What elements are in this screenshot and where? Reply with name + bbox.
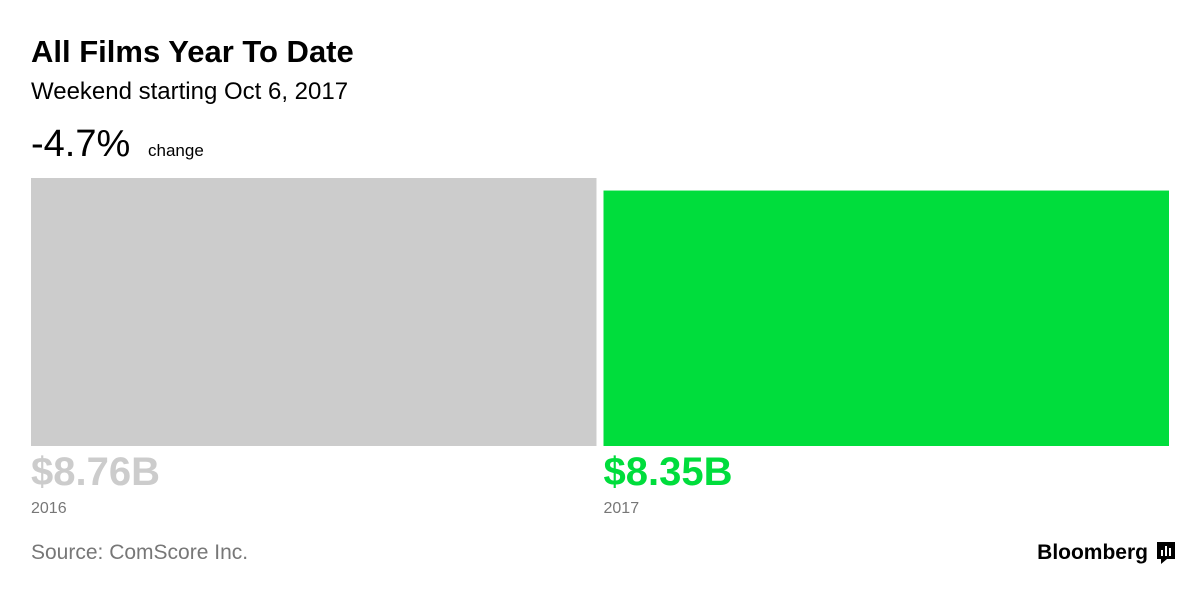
value-label: $8.35B xyxy=(604,450,733,494)
change-text: change xyxy=(148,141,204,160)
source: Source: ComScore Inc. xyxy=(31,541,248,564)
brand: Bloomberg xyxy=(1037,541,1148,564)
chart-title: All Films Year To Date xyxy=(31,34,354,69)
brand-icon xyxy=(1157,542,1175,564)
chart-subtitle: Weekend starting Oct 6, 2017 xyxy=(31,78,348,105)
category-label: 2017 xyxy=(604,500,640,517)
category-label: 2016 xyxy=(31,500,67,517)
bar xyxy=(31,178,597,446)
change-value: -4.7% xyxy=(31,123,130,165)
value-label: $8.76B xyxy=(31,450,160,494)
bar xyxy=(603,190,1169,446)
